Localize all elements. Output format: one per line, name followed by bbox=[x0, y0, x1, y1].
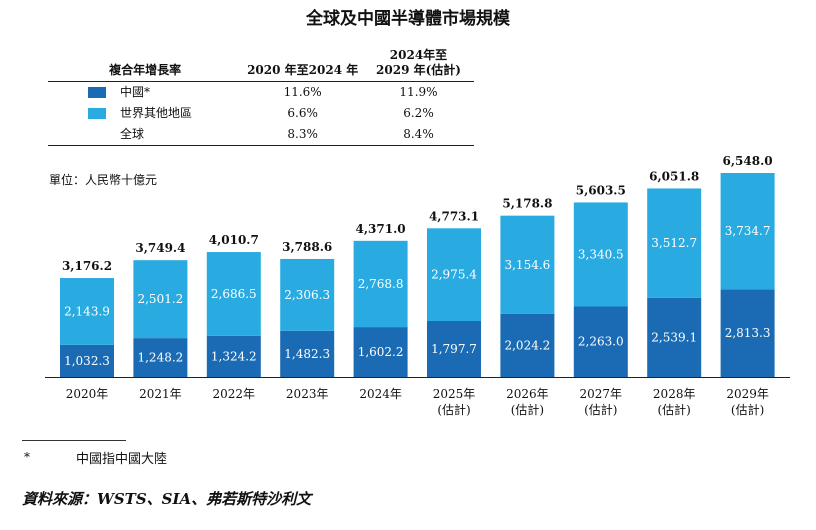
x-tick-note: (估計) bbox=[511, 402, 544, 417]
x-tick-note: (估計) bbox=[731, 402, 764, 417]
data-label-rest-of-world: 3,154.6 bbox=[504, 258, 550, 272]
data-label-china: 2,024.2 bbox=[504, 338, 550, 352]
data-label-rest-of-world: 2,306.3 bbox=[284, 288, 330, 302]
cagr-row-label: 全球 bbox=[120, 127, 145, 141]
bar-segment-china bbox=[60, 344, 114, 377]
cagr-row-label: 世界其他地區 bbox=[120, 106, 193, 120]
cagr-header-2024-2029: 2024年至 2029 年(估計) bbox=[362, 48, 474, 82]
cagr-value: 11.9% bbox=[399, 85, 438, 99]
bar-segment-rest-of-world bbox=[427, 228, 481, 321]
cagr-header-row: 複合年增長率 2020 年至2024 年 2024年至 2029 年(估計) bbox=[48, 48, 474, 82]
legend-swatch-china bbox=[88, 87, 106, 98]
bar-segment-rest-of-world bbox=[720, 173, 775, 290]
bar-segment-rest-of-world bbox=[500, 215, 555, 314]
bar-segment-china bbox=[280, 330, 335, 377]
bar-segment-rest-of-world bbox=[647, 188, 702, 298]
x-tick-note: (估計) bbox=[584, 402, 617, 417]
x-tick-label: 2022年 bbox=[213, 387, 256, 401]
unit-label: 單位：人民幣十億元 bbox=[49, 173, 158, 187]
footnote-divider bbox=[22, 440, 126, 441]
data-label-total: 4,010.7 bbox=[209, 233, 259, 247]
bar-segment-rest-of-world bbox=[280, 258, 335, 331]
cagr-row-global: 全球 8.3% 8.4% bbox=[48, 124, 474, 146]
data-label-rest-of-world: 2,768.8 bbox=[358, 277, 404, 291]
x-tick-label: 2027年 bbox=[580, 387, 623, 401]
bar-segment-china bbox=[133, 338, 188, 377]
bar-segment-china bbox=[427, 320, 481, 377]
data-label-china: 1,032.3 bbox=[64, 354, 110, 368]
data-label-total: 3,176.2 bbox=[62, 259, 112, 273]
data-label-china: 1,602.2 bbox=[358, 345, 404, 359]
x-tick-label: 2021年 bbox=[139, 387, 182, 401]
x-tick-note: (估計) bbox=[437, 402, 470, 417]
data-label-rest-of-world: 2,501.2 bbox=[137, 292, 183, 306]
cagr-row-rest-of-world: 世界其他地區 6.6% 6.2% bbox=[48, 103, 474, 124]
cagr-row-label: 中國* bbox=[120, 85, 151, 99]
data-label-total: 4,773.1 bbox=[429, 209, 479, 223]
footnote-text: 中國指中國大陸 bbox=[76, 452, 168, 467]
cagr-header-label: 複合年增長率 bbox=[48, 48, 243, 82]
legend-swatch-rest-of-world bbox=[88, 108, 106, 119]
cagr-value: 6.2% bbox=[403, 106, 434, 120]
cagr-value: 8.4% bbox=[362, 124, 474, 146]
cagr-value: 6.6% bbox=[287, 106, 318, 120]
data-label-china: 1,482.3 bbox=[284, 347, 330, 361]
bar-segment-rest-of-world bbox=[353, 240, 408, 328]
x-tick-label: 2029年 bbox=[726, 387, 769, 401]
x-tick-label: 2026年 bbox=[506, 387, 549, 401]
x-tick-label: 2028年 bbox=[653, 387, 696, 401]
cagr-value: 8.3% bbox=[242, 124, 363, 146]
bar-segment-china bbox=[353, 327, 408, 377]
data-label-total: 4,371.0 bbox=[356, 222, 406, 236]
bar-segment-china bbox=[500, 313, 555, 377]
data-label-china: 1,324.2 bbox=[211, 349, 257, 363]
data-label-china: 2,263.0 bbox=[578, 335, 624, 349]
data-label-china: 1,797.7 bbox=[431, 342, 477, 356]
data-label-total: 5,603.5 bbox=[576, 183, 626, 197]
x-tick-label: 2025年 bbox=[433, 387, 476, 401]
bar-segment-china bbox=[720, 289, 775, 377]
data-label-total: 3,788.6 bbox=[282, 240, 332, 254]
data-label-china: 2,813.3 bbox=[725, 326, 771, 340]
data-label-total: 5,178.8 bbox=[502, 197, 552, 211]
data-label-china: 2,539.1 bbox=[651, 330, 697, 344]
x-tick-label: 2023年 bbox=[286, 387, 329, 401]
x-tick-label: 2020年 bbox=[66, 387, 109, 401]
bar-segment-china bbox=[647, 297, 702, 377]
cagr-row-china: 中國* 11.6% 11.9% bbox=[48, 82, 474, 104]
x-tick-note: (估計) bbox=[658, 402, 691, 417]
data-label-total: 6,548.0 bbox=[723, 154, 773, 168]
bar-segment-rest-of-world bbox=[133, 260, 188, 339]
bar-segment-rest-of-world bbox=[573, 202, 628, 307]
bar-segment-china bbox=[206, 335, 261, 377]
data-label-rest-of-world: 2,975.4 bbox=[431, 268, 477, 282]
cagr-table: 複合年增長率 2020 年至2024 年 2024年至 2029 年(估計) 中… bbox=[48, 48, 474, 146]
cagr-header-2020-2024: 2020 年至2024 年 bbox=[242, 48, 363, 82]
data-label-china: 1,248.2 bbox=[137, 351, 183, 365]
bar-segment-rest-of-world bbox=[206, 252, 261, 336]
data-label-rest-of-world: 2,686.5 bbox=[211, 287, 257, 301]
cagr-value: 11.6% bbox=[283, 85, 322, 99]
bar-segment-rest-of-world bbox=[60, 278, 114, 345]
data-label-total: 3,749.4 bbox=[135, 241, 185, 255]
data-label-rest-of-world: 3,512.7 bbox=[651, 236, 697, 250]
bar-segment-china bbox=[573, 306, 628, 377]
x-tick-label: 2024年 bbox=[359, 387, 402, 401]
data-label-rest-of-world: 3,734.7 bbox=[725, 224, 771, 238]
data-label-rest-of-world: 3,340.5 bbox=[578, 247, 624, 261]
source-note: 資料來源：WSTS、SIA、弗若斯特沙利文 bbox=[22, 490, 312, 508]
data-label-rest-of-world: 2,143.9 bbox=[64, 304, 110, 318]
chart-title: 全球及中國半導體市場規模 bbox=[306, 9, 510, 29]
footnote-mark: * bbox=[24, 450, 30, 464]
data-label-total: 6,051.8 bbox=[649, 169, 699, 183]
